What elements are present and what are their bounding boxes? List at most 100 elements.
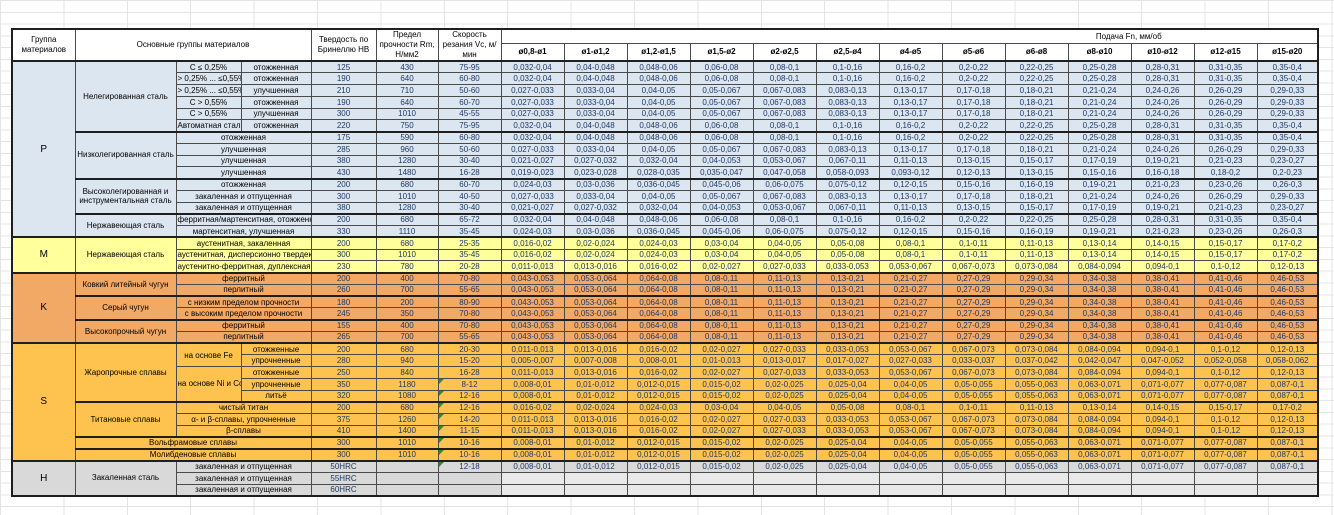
- feed-cell-8[interactable]: 0,22-0,25: [1004, 130, 1069, 144]
- feed-cell-7[interactable]: 0,067-0,073: [941, 342, 1006, 356]
- feed-cell-5[interactable]: 0,13-0,21: [815, 271, 880, 285]
- feed-cell-3[interactable]: 0,015-0,02: [689, 389, 754, 403]
- feed-cell-6[interactable]: 0,21-0,27: [878, 318, 943, 332]
- feed-cell-7[interactable]: 0,05-0,055: [941, 389, 1006, 403]
- feed-cell-1[interactable]: 0,03-0,036: [563, 177, 628, 191]
- feed-cell-4[interactable]: 0,067-0,083: [752, 189, 817, 203]
- subgroup2-cell[interactable]: литьё: [240, 389, 312, 403]
- feed-cell-4[interactable]: 0,067-0,083: [752, 107, 817, 121]
- feed-cell-6[interactable]: 0,053-0,067: [878, 260, 943, 273]
- header-hardness-hb[interactable]: Твердость по Бринеллю HB: [310, 28, 377, 62]
- hardness-cell[interactable]: 280: [310, 354, 377, 367]
- strength-cell[interactable]: [375, 471, 439, 485]
- feed-cell-6[interactable]: 0,13-0,17: [878, 84, 943, 97]
- header-feed-col-4[interactable]: ø2-ø2,5: [752, 43, 817, 62]
- subgroup2-cell[interactable]: отожженные: [240, 366, 312, 379]
- strength-cell[interactable]: 640: [375, 72, 439, 85]
- subgroup-cell[interactable]: аустенитная, дисперсионно твердеющая: [175, 248, 312, 262]
- feed-cell-2[interactable]: 0,008-0,01: [626, 354, 691, 367]
- feed-cell-5[interactable]: 0,083-0,13: [815, 189, 880, 203]
- cutting-speed-cell[interactable]: 65-72: [437, 212, 502, 226]
- feed-cell-11[interactable]: 0,1-0,12: [1193, 342, 1258, 356]
- cutting-speed-cell[interactable]: 70-80: [437, 271, 502, 285]
- feed-cell-2[interactable]: 0,024-0,03: [626, 400, 691, 414]
- cutting-speed-cell[interactable]: 45-55: [437, 107, 502, 121]
- feed-cell-9[interactable]: 0,063-0,071: [1067, 447, 1132, 461]
- feed-cell-2[interactable]: 0,016-0,02: [626, 424, 691, 438]
- feed-cell-0[interactable]: 0,021-0,027: [500, 154, 565, 168]
- feed-cell-0[interactable]: 0,008-0,01: [500, 459, 565, 473]
- subgroup1-cell[interactable]: на основе Ni и Co: [175, 365, 242, 403]
- feed-cell-4[interactable]: 0,08-0,1: [752, 60, 817, 74]
- subgroup1-cell[interactable]: > 0,25% ... ≤0,55%: [175, 72, 242, 85]
- subgroup-cell[interactable]: закаленная и отпущенная: [175, 459, 312, 473]
- strength-cell[interactable]: 1110: [375, 225, 439, 238]
- hardness-cell[interactable]: 200: [310, 342, 377, 356]
- feed-cell-0[interactable]: 0,027-0,033: [500, 189, 565, 203]
- feed-cell-1[interactable]: 0,023-0,028: [563, 166, 628, 179]
- feed-cell-10[interactable]: 0,28-0,31: [1130, 60, 1195, 74]
- feed-cell-8[interactable]: 0,073-0,084: [1004, 366, 1069, 379]
- feed-cell-6[interactable]: [878, 471, 943, 485]
- feed-cell-6[interactable]: 0,053-0,067: [878, 366, 943, 379]
- feed-cell-0[interactable]: 0,032-0,04: [500, 130, 565, 144]
- feed-cell-5[interactable]: 0,083-0,13: [815, 95, 880, 109]
- feed-cell-0[interactable]: 0,005-0,007: [500, 354, 565, 367]
- feed-cell-7[interactable]: 0,033-0,037: [941, 354, 1006, 367]
- feed-cell-12[interactable]: 0,12-0,13: [1256, 413, 1319, 426]
- feed-cell-7[interactable]: 0,05-0,055: [941, 447, 1006, 461]
- hardness-cell[interactable]: 220: [310, 119, 377, 132]
- feed-cell-5[interactable]: 0,058-0,093: [815, 166, 880, 179]
- feed-cell-6[interactable]: 0,12-0,15: [878, 225, 943, 238]
- feed-cell-7[interactable]: 0,15-0,16: [941, 225, 1006, 238]
- feed-cell-9[interactable]: 0,34-0,38: [1067, 318, 1132, 332]
- main-group-cell[interactable]: Нержавеющая сталь: [74, 212, 177, 238]
- feed-cell-6[interactable]: 0,04-0,05: [878, 389, 943, 403]
- feed-cell-3[interactable]: 0,06-0,08: [689, 72, 754, 85]
- feed-cell-8[interactable]: 0,073-0,084: [1004, 424, 1069, 438]
- feed-cell-7[interactable]: 0,12-0,13: [941, 166, 1006, 179]
- strength-cell[interactable]: 840: [375, 366, 439, 379]
- main-group-cell[interactable]: Высоколегированная и инструментальная ст…: [74, 177, 177, 215]
- feed-cell-7[interactable]: 0,15-0,16: [941, 177, 1006, 191]
- main-group-cell[interactable]: Титановые сплавы: [74, 400, 177, 438]
- feed-cell-10[interactable]: 0,38-0,41: [1130, 307, 1195, 320]
- feed-cell-6[interactable]: 0,21-0,27: [878, 330, 943, 344]
- feed-cell-0[interactable]: 0,024-0,03: [500, 177, 565, 191]
- feed-cell-6[interactable]: 0,21-0,27: [878, 307, 943, 320]
- feed-cell-10[interactable]: 0,19-0,21: [1130, 154, 1195, 168]
- feed-cell-1[interactable]: 0,033-0,04: [563, 107, 628, 121]
- feed-cell-0[interactable]: 0,021-0,027: [500, 201, 565, 215]
- feed-cell-8[interactable]: 0,29-0,34: [1004, 295, 1069, 309]
- feed-cell-7[interactable]: 0,1-0,11: [941, 400, 1006, 414]
- feed-cell-10[interactable]: 0,38-0,41: [1130, 295, 1195, 309]
- feed-cell-10[interactable]: 0,071-0,077: [1130, 436, 1195, 450]
- feed-cell-11[interactable]: 0,077-0,087: [1193, 459, 1258, 473]
- strength-cell[interactable]: 700: [375, 330, 439, 344]
- feed-cell-2[interactable]: [626, 483, 691, 497]
- feed-cell-5[interactable]: 0,083-0,13: [815, 142, 880, 156]
- feed-cell-10[interactable]: 0,21-0,23: [1130, 225, 1195, 238]
- feed-cell-3[interactable]: 0,015-0,02: [689, 459, 754, 473]
- feed-cell-5[interactable]: 0,05-0,08: [815, 400, 880, 414]
- feed-cell-6[interactable]: 0,11-0,13: [878, 154, 943, 168]
- feed-cell-0[interactable]: [500, 483, 565, 497]
- feed-cell-11[interactable]: 0,1-0,12: [1193, 424, 1258, 438]
- feed-cell-5[interactable]: 0,025-0,04: [815, 389, 880, 403]
- subgroup-cell[interactable]: закаленная и отпущенная: [175, 201, 312, 215]
- feed-cell-8[interactable]: 0,18-0,21: [1004, 189, 1069, 203]
- feed-cell-5[interactable]: 0,025-0,04: [815, 459, 880, 473]
- feed-cell-5[interactable]: 0,13-0,21: [815, 307, 880, 320]
- subgroup1-cell[interactable]: на основе Fe: [175, 342, 242, 367]
- strength-cell[interactable]: 1280: [375, 154, 439, 168]
- feed-cell-1[interactable]: 0,04-0,048: [563, 72, 628, 85]
- feed-cell-3[interactable]: 0,08-0,11: [689, 330, 754, 344]
- strength-cell[interactable]: [375, 459, 439, 473]
- feed-cell-5[interactable]: 0,033-0,053: [815, 342, 880, 356]
- feed-cell-9[interactable]: 0,084-0,094: [1067, 342, 1132, 356]
- feed-cell-4[interactable]: 0,02-0,025: [752, 447, 817, 461]
- feed-cell-2[interactable]: 0,04-0,05: [626, 107, 691, 121]
- feed-cell-11[interactable]: 0,26-0,29: [1193, 107, 1258, 121]
- feed-cell-2[interactable]: 0,016-0,02: [626, 342, 691, 356]
- feed-cell-4[interactable]: 0,06-0,075: [752, 177, 817, 191]
